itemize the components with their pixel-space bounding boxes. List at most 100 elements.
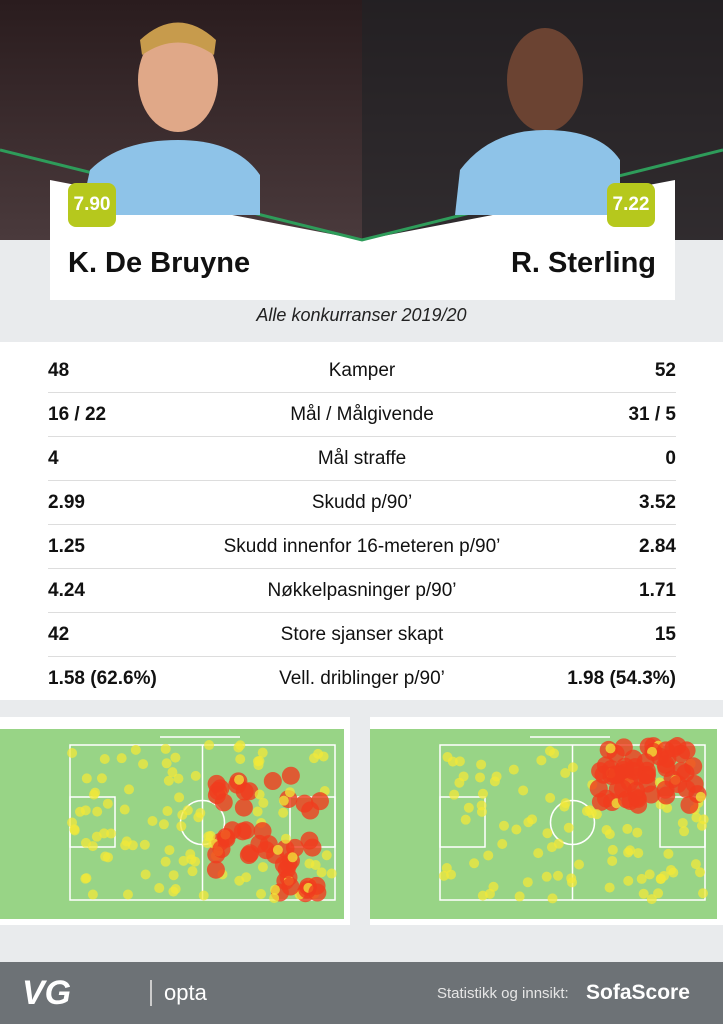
heatmap bbox=[0, 729, 344, 919]
heat-spot bbox=[252, 806, 263, 817]
heat-spot bbox=[257, 747, 268, 758]
heat-spot bbox=[167, 767, 178, 778]
heat-spot bbox=[160, 856, 171, 867]
heat-spot bbox=[691, 812, 702, 823]
heat-spot bbox=[573, 859, 584, 870]
source-logo: SofaScore bbox=[586, 981, 690, 1004]
player-name: R. Sterling bbox=[510, 247, 656, 279]
heat-spot bbox=[553, 870, 564, 881]
credit: Statistikk og innsikt: bbox=[437, 985, 569, 1002]
heat-spot bbox=[96, 773, 107, 784]
heat-spot bbox=[87, 889, 98, 900]
heat-spot bbox=[92, 806, 103, 817]
heat-spot bbox=[542, 828, 553, 839]
heat-spot bbox=[541, 871, 552, 882]
heat-spot bbox=[161, 758, 172, 769]
stat-row: 1.58 (62.6%) Vell. driblinger p/90’ 1.98 (… bbox=[48, 656, 676, 700]
heat-spot bbox=[67, 747, 78, 758]
heat-spot bbox=[560, 768, 571, 779]
stat-row: 4 Mål straffe 0 bbox=[48, 436, 676, 481]
heat-spot bbox=[657, 758, 676, 777]
heat-spot bbox=[234, 798, 253, 817]
heat-spot bbox=[258, 797, 269, 808]
heat-spot bbox=[680, 795, 699, 814]
heat-spot bbox=[662, 802, 673, 813]
heat-spot bbox=[272, 844, 283, 855]
heat-spot bbox=[614, 738, 633, 757]
heat-spot bbox=[567, 877, 578, 888]
stat-label: Mål straffe bbox=[317, 448, 407, 469]
heat-spot bbox=[591, 792, 610, 811]
heat-spot bbox=[69, 824, 80, 835]
heat-spot bbox=[607, 844, 618, 855]
stat-label: Mål / Målgivende bbox=[290, 404, 434, 425]
stat-row: 48 Kamper 52 bbox=[48, 348, 676, 393]
heat-spot bbox=[269, 893, 280, 904]
heat-spot bbox=[170, 752, 181, 763]
heat-spot bbox=[116, 753, 127, 764]
heat-spot bbox=[656, 741, 675, 760]
heat-spot bbox=[642, 785, 661, 804]
right-value: 31 / 5 bbox=[628, 404, 676, 425]
heat-spot bbox=[310, 792, 329, 811]
heat-spot bbox=[690, 859, 701, 870]
heat-spot bbox=[140, 869, 151, 880]
subtitle: Alle konkurranser 2019/20 bbox=[256, 305, 467, 325]
left-value: 16 / 22 bbox=[48, 404, 107, 425]
heat-spot bbox=[269, 884, 280, 895]
heat-spot bbox=[263, 772, 282, 791]
heat-spot bbox=[173, 773, 184, 784]
heat-spot bbox=[234, 774, 245, 785]
right-value: 1.98 (54.3%) bbox=[567, 668, 676, 689]
heat-spot bbox=[102, 798, 113, 809]
heat-spot bbox=[497, 838, 508, 849]
heat-spot bbox=[553, 838, 564, 849]
heat-spot bbox=[657, 786, 676, 805]
heat-spot bbox=[106, 828, 117, 839]
heat-spot bbox=[463, 802, 474, 813]
heat-spot bbox=[250, 834, 269, 853]
heat-spot bbox=[233, 742, 244, 753]
heat-spot bbox=[644, 869, 655, 880]
right-value: 2.84 bbox=[639, 536, 676, 557]
heat-spot bbox=[522, 877, 533, 888]
heat-spot bbox=[326, 868, 337, 879]
heat-spot bbox=[508, 764, 519, 775]
heat-spot bbox=[442, 752, 453, 763]
heat-spot bbox=[205, 830, 216, 841]
heat-spot bbox=[187, 866, 198, 877]
right-value: 3.52 bbox=[639, 492, 676, 513]
heat-spot bbox=[163, 775, 174, 786]
heat-spot bbox=[280, 833, 291, 844]
heat-spot bbox=[547, 893, 558, 904]
heat-spot bbox=[498, 820, 509, 831]
heat-spot bbox=[254, 789, 265, 800]
heat-spot bbox=[87, 841, 98, 852]
partner-logo: opta bbox=[164, 980, 207, 1005]
stat-row: 1.25 Skudd innenfor 16-meteren p/90’ 2.84 bbox=[48, 524, 676, 569]
left-value: 2.99 bbox=[48, 492, 85, 513]
heat-spot bbox=[636, 873, 647, 884]
heat-spot bbox=[277, 860, 296, 879]
heat-spot bbox=[216, 828, 235, 847]
heat-spot bbox=[567, 762, 578, 773]
heat-spot bbox=[460, 814, 471, 825]
heat-spot bbox=[278, 795, 289, 806]
rating-badge: 7.90 bbox=[68, 183, 116, 227]
heat-spot bbox=[278, 807, 289, 818]
heat-spot bbox=[604, 829, 615, 840]
left-value: 42 bbox=[48, 624, 70, 645]
left-value: 1.58 (62.6%) bbox=[48, 668, 157, 689]
heatmap bbox=[370, 729, 717, 919]
heat-spot bbox=[655, 874, 666, 885]
heat-spot bbox=[514, 891, 525, 902]
heat-spot bbox=[122, 889, 133, 900]
heat-spot bbox=[477, 788, 488, 799]
heat-spot bbox=[668, 867, 679, 878]
heat-spot bbox=[190, 770, 201, 781]
rating-badge: 7.22 bbox=[607, 183, 655, 227]
left-value: 4.24 bbox=[48, 580, 85, 601]
heat-spot bbox=[489, 776, 500, 787]
heat-spot bbox=[162, 806, 173, 817]
